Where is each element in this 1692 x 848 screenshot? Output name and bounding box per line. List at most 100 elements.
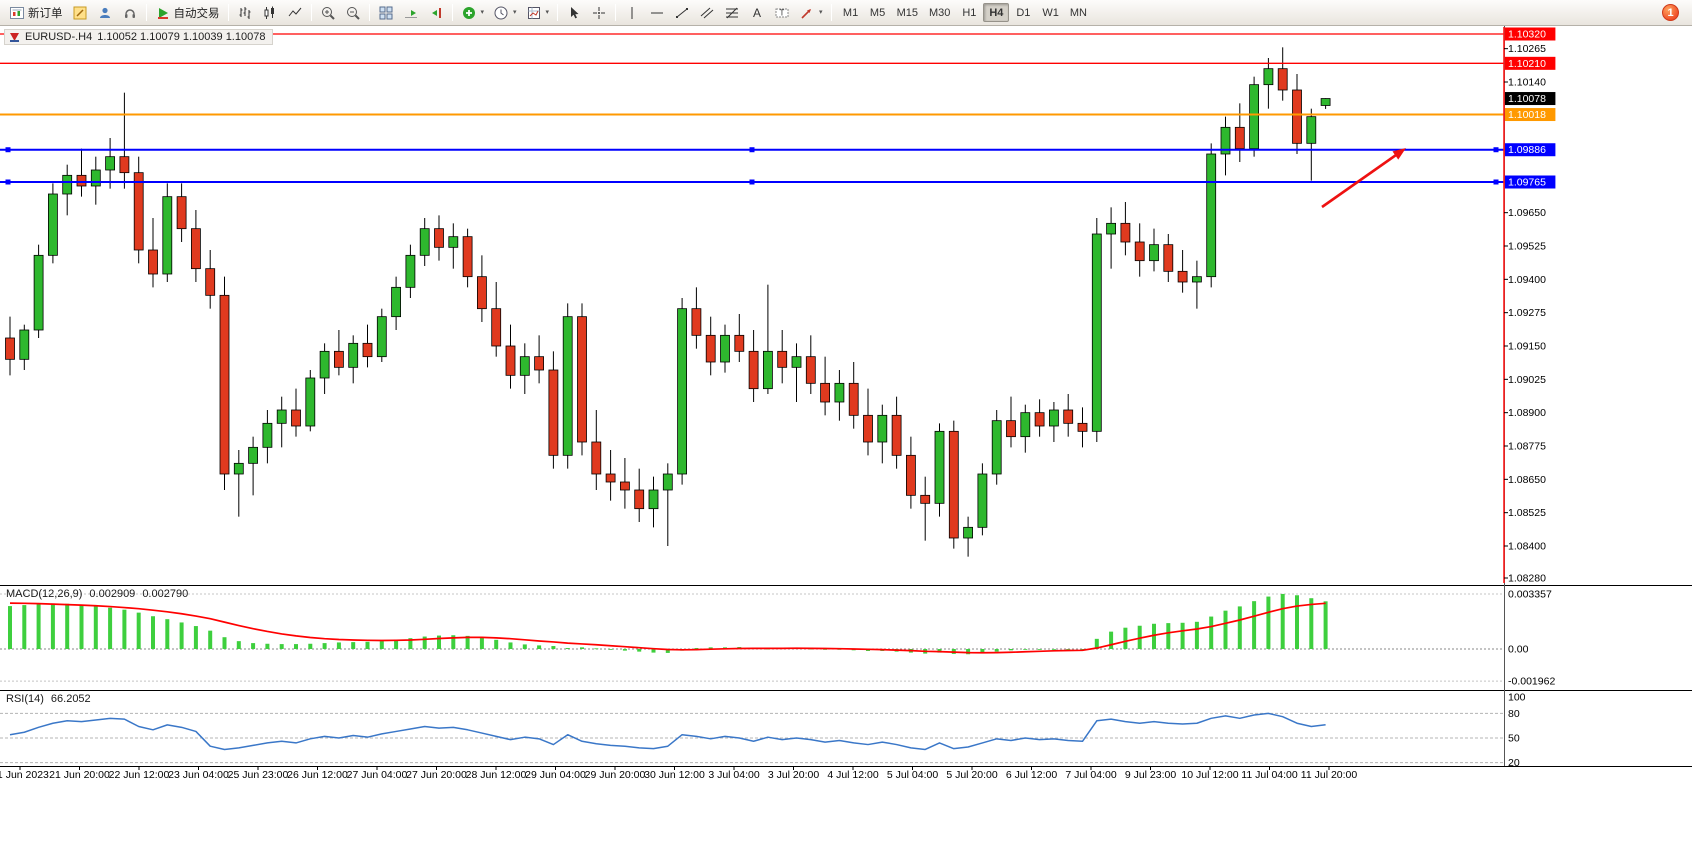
candle bbox=[76, 174, 87, 187]
candle bbox=[1263, 68, 1274, 86]
candle bbox=[820, 382, 830, 403]
candle bbox=[476, 276, 487, 310]
candle bbox=[777, 350, 788, 368]
zoom-out-icon bbox=[346, 6, 360, 20]
rsi-axis-label: 20 bbox=[1508, 757, 1520, 769]
new-order-button[interactable]: 新订单 bbox=[5, 2, 67, 23]
hline-handle[interactable] bbox=[749, 147, 755, 153]
timeframe-button-M5[interactable]: M5 bbox=[865, 3, 891, 22]
price-badge bbox=[1505, 92, 1556, 106]
candle bbox=[720, 334, 730, 363]
price-badge bbox=[1505, 27, 1556, 41]
tile-windows-button[interactable] bbox=[374, 2, 398, 23]
time-label: 21 Jun 2023 bbox=[0, 769, 49, 781]
time-label: 10 Jul 12:00 bbox=[1181, 769, 1238, 781]
candle bbox=[748, 350, 759, 390]
arrow-annotation-head[interactable] bbox=[1392, 148, 1406, 160]
macd-bar bbox=[479, 637, 484, 649]
timeframe-button-H4[interactable]: H4 bbox=[983, 3, 1010, 22]
macd-bar bbox=[351, 642, 356, 649]
candle bbox=[333, 350, 344, 368]
candle bbox=[1120, 222, 1131, 243]
crosshair-button[interactable] bbox=[587, 2, 611, 23]
macd-bar bbox=[537, 645, 542, 649]
indicators-button[interactable]: ▾ bbox=[457, 2, 489, 23]
hline-handle[interactable] bbox=[5, 179, 11, 185]
candle bbox=[1077, 422, 1088, 432]
macd-bar bbox=[422, 636, 427, 649]
macd-bar bbox=[1009, 649, 1013, 651]
bars-chart-button[interactable] bbox=[233, 2, 257, 23]
time-label: 29 Jun 04:00 bbox=[525, 769, 586, 781]
candle bbox=[977, 473, 988, 528]
candle bbox=[348, 342, 359, 368]
timeframe-button-M15[interactable]: M15 bbox=[892, 3, 923, 22]
notification-badge[interactable]: 1 bbox=[1662, 4, 1679, 21]
candle bbox=[1192, 276, 1202, 283]
fibonacci-icon bbox=[726, 7, 739, 18]
timeframe-button-M1[interactable]: M1 bbox=[838, 3, 864, 22]
profile-icon bbox=[99, 7, 110, 18]
profile-button[interactable] bbox=[93, 2, 117, 23]
arrow-icon bbox=[801, 8, 812, 19]
candle bbox=[248, 446, 259, 464]
time-label: 11 Jul 20:00 bbox=[1301, 769, 1358, 781]
candle bbox=[1177, 270, 1188, 283]
zoom-out-button[interactable] bbox=[341, 2, 365, 23]
rsi-name: RSI(14) bbox=[6, 693, 44, 705]
timeframe-button-H1[interactable]: H1 bbox=[956, 3, 982, 22]
line-chart-button[interactable] bbox=[283, 2, 307, 23]
cursor-button[interactable] bbox=[562, 2, 586, 23]
candlestick-chart-button[interactable] bbox=[258, 2, 282, 23]
timeframe-button-D1[interactable]: D1 bbox=[1010, 3, 1036, 22]
auto-trading-button[interactable]: 自动交易 bbox=[151, 2, 224, 23]
time-label: 6 Jul 12:00 bbox=[1006, 769, 1058, 781]
templates-button[interactable]: ▾ bbox=[522, 2, 554, 23]
hline-handle[interactable] bbox=[1493, 147, 1499, 153]
indicators-icon bbox=[462, 6, 475, 19]
candle bbox=[877, 414, 888, 443]
chart-shift-button[interactable] bbox=[424, 2, 448, 23]
candle bbox=[105, 156, 115, 171]
macd-bar bbox=[608, 649, 613, 650]
candle bbox=[362, 342, 373, 358]
time-label: 23 Jun 04:00 bbox=[168, 769, 229, 781]
timeframe-button-W1[interactable]: W1 bbox=[1037, 3, 1064, 22]
candle bbox=[133, 172, 144, 251]
new-order-label: 新订单 bbox=[28, 7, 63, 20]
auto-scroll-button[interactable] bbox=[399, 2, 423, 23]
timeframe-button-MN[interactable]: MN bbox=[1065, 3, 1092, 22]
arrow-annotation[interactable] bbox=[1321, 151, 1401, 209]
candle bbox=[891, 414, 902, 456]
candle bbox=[705, 334, 716, 363]
candle bbox=[1306, 116, 1317, 144]
periods-button[interactable]: ▾ bbox=[489, 2, 521, 23]
macd-bar bbox=[1323, 601, 1328, 649]
fibonacci-button[interactable] bbox=[720, 2, 744, 23]
toolbar-separator bbox=[615, 4, 617, 21]
macd-name: MACD(12,26,9) bbox=[6, 588, 83, 600]
channel-button[interactable] bbox=[695, 2, 719, 23]
toolbar-separator bbox=[557, 4, 559, 21]
zoom-in-icon bbox=[321, 6, 335, 20]
hline-handle[interactable] bbox=[5, 147, 11, 153]
trendline-button[interactable] bbox=[670, 2, 694, 23]
timeframe-button-M30[interactable]: M30 bbox=[924, 3, 955, 22]
horizontal-line-icon bbox=[651, 12, 664, 13]
editor-button[interactable] bbox=[68, 2, 92, 23]
text-label-button[interactable]: T bbox=[770, 2, 794, 23]
vertical-line-button[interactable] bbox=[620, 2, 644, 23]
hline-handle[interactable] bbox=[1493, 179, 1499, 185]
arrows-button[interactable]: ▾ bbox=[795, 2, 827, 23]
candle bbox=[763, 350, 773, 390]
hline-handle[interactable] bbox=[749, 179, 755, 185]
candle bbox=[634, 489, 645, 510]
horizontal-line-button[interactable] bbox=[645, 2, 669, 23]
candle bbox=[1163, 244, 1174, 272]
zoom-in-button[interactable] bbox=[316, 2, 340, 23]
candle bbox=[677, 308, 687, 475]
candle bbox=[1277, 68, 1288, 91]
text-button[interactable]: A bbox=[745, 2, 769, 23]
macd-bar bbox=[165, 619, 170, 649]
support-button[interactable] bbox=[118, 2, 142, 23]
